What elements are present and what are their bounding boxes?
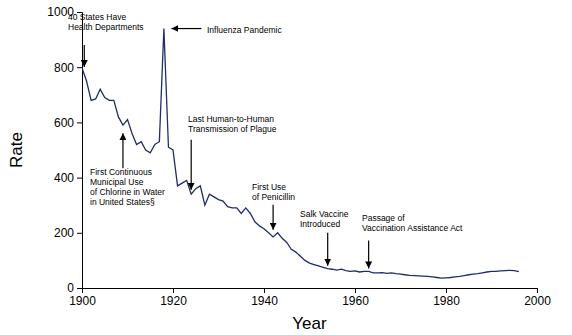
- annotation-text: Passage of: [362, 213, 405, 223]
- tick: 2000: [524, 288, 551, 308]
- chart: 1900192019401960198020000200400600800100…: [0, 0, 572, 335]
- tick: 800: [54, 61, 82, 75]
- tick-mark: [77, 178, 82, 179]
- annotation-text: of Penicillin: [252, 192, 295, 202]
- tick-label: 1940: [251, 294, 278, 308]
- annotation-arrow: [368, 240, 369, 268]
- annotation-text: Introduced: [300, 219, 340, 229]
- rate-line: [82, 29, 519, 279]
- annotation-arrow: [122, 133, 123, 168]
- tick-mark: [355, 288, 356, 293]
- tick-label: 600: [54, 116, 74, 130]
- annotation-text: Municipal Use: [90, 177, 144, 187]
- tick-label: 2000: [524, 294, 551, 308]
- tick-mark: [537, 288, 538, 293]
- annotation-arrow: [171, 28, 201, 29]
- tick-mark: [77, 288, 82, 289]
- tick-mark: [77, 233, 82, 234]
- axis-line: [83, 289, 538, 294]
- tick-label: 1980: [433, 294, 460, 308]
- annotation-text: of Chlorine in Water: [90, 187, 165, 197]
- tick: 1980: [433, 288, 460, 308]
- tick-mark: [77, 67, 82, 68]
- tick: 1960: [342, 288, 369, 308]
- annotation-text: Salk Vaccine: [300, 209, 349, 219]
- annotations: 40 States HaveHealth Departments Influenz…: [68, 12, 463, 268]
- annotation-text: Vaccination Assistance Act: [362, 223, 463, 233]
- y-axis-title: Rate: [7, 132, 26, 168]
- annotation-text: Influenza Pandemic: [207, 25, 282, 35]
- x-axis-title: Year: [292, 314, 327, 333]
- tick: 200: [54, 226, 82, 240]
- annotation-text: Last Human-to-Human: [188, 114, 274, 124]
- x-axis: 1900 1920 1940 1960 1980 2000: [69, 288, 551, 308]
- tick-mark: [77, 122, 82, 123]
- y-axis: 02004006008001000: [47, 5, 82, 295]
- tick: 400: [54, 171, 82, 185]
- tick: 0: [67, 281, 82, 295]
- tick: 1920: [160, 288, 187, 308]
- tick-mark: [264, 288, 265, 293]
- tick-label: 800: [54, 61, 74, 75]
- annotation-arrow: [84, 45, 85, 67]
- tick-label: 1960: [342, 294, 369, 308]
- annotation-text: 40 States Have: [68, 12, 126, 22]
- tick-label: 200: [54, 226, 74, 240]
- annotation-text: Transmission of Plague: [188, 124, 277, 134]
- axis-line: [77, 13, 83, 289]
- tick-label: 1900: [69, 294, 96, 308]
- annotation-arrow: [327, 233, 328, 266]
- tick: 1940: [251, 288, 278, 308]
- annotation-text: in United States§: [90, 197, 155, 207]
- tick-label: 400: [54, 171, 74, 185]
- annotation-text: Health Departments: [68, 22, 144, 32]
- tick: 600: [54, 116, 82, 130]
- annotation-text: First Continuous: [90, 167, 152, 177]
- marks: [82, 29, 519, 279]
- annotation-arrow: [191, 140, 192, 190]
- tick-mark: [173, 288, 174, 293]
- annotation-text: First Use: [252, 182, 286, 192]
- tick-label: 1920: [160, 294, 187, 308]
- annotation-arrow: [273, 205, 274, 230]
- tick-label: 0: [67, 281, 74, 295]
- tick-mark: [446, 288, 447, 293]
- plot: 1900192019401960198020000200400600800100…: [47, 5, 551, 307]
